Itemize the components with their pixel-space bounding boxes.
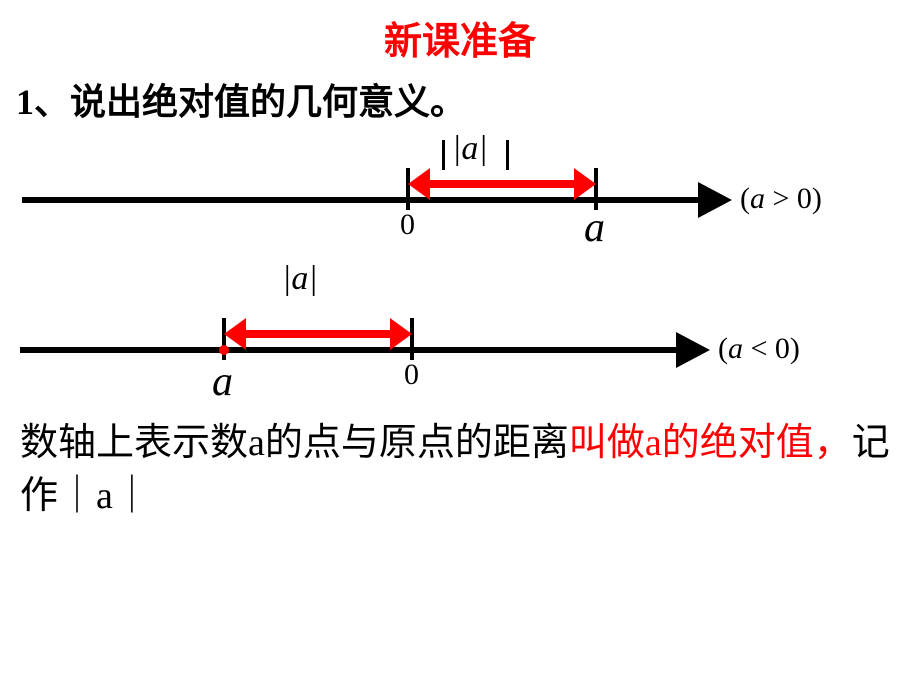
condition-label-2: (a < 0) — [718, 332, 800, 366]
condition-label-1: (a > 0) — [740, 182, 822, 216]
origin-label-1: 0 — [400, 208, 415, 242]
question-text: 1、说出绝对值的几何意义。 — [16, 82, 466, 122]
explanation-text: 数轴上表示数a的点与原点的距离叫做a的绝对值，记作｜a｜ — [0, 417, 920, 523]
abs-segment-2 — [240, 330, 396, 338]
number-line-1 — [22, 197, 700, 203]
abs-bracket-tick — [506, 140, 509, 170]
abs-segment-1-right-arrow-icon — [574, 168, 596, 200]
abs-segment-1 — [424, 180, 580, 188]
abs-segment-2-right-arrow-icon — [390, 318, 412, 350]
question-line: 1、说出绝对值的几何意义。 — [0, 73, 920, 125]
number-line-2 — [20, 347, 678, 353]
slide-title: 新课准备 — [0, 0, 920, 65]
a-label-2: a — [212, 358, 233, 406]
abs-segment-1-left-arrow-icon — [408, 168, 430, 200]
diagram-area: |a| 0 a (a > 0) |a| 0 a (a < 0) — [0, 125, 920, 405]
origin-label-2: 0 — [404, 358, 419, 392]
abs-label-2: |a| — [282, 260, 318, 298]
explanation-highlight: 叫做a的绝对值， — [569, 422, 852, 464]
abs-bracket-tick — [442, 140, 445, 170]
abs-segment-2-left-arrow-icon — [224, 318, 246, 350]
number-line-2-arrowhead-icon — [676, 332, 710, 368]
abs-label-1: |a| — [452, 130, 488, 168]
slide-title-text: 新课准备 — [384, 21, 536, 63]
number-line-1-arrowhead-icon — [698, 182, 732, 218]
point-a-dot — [219, 345, 229, 355]
a-label-1: a — [584, 204, 605, 252]
explanation-pre: 数轴上表示数a的点与原点的距离 — [20, 422, 569, 464]
